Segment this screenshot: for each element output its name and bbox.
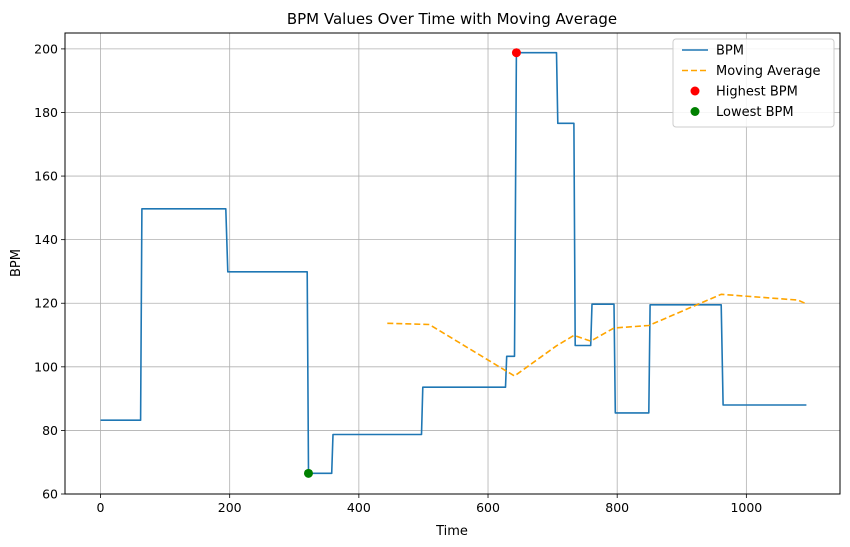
series-line-bpm <box>100 51 807 475</box>
series-group <box>100 51 807 475</box>
x-tick-label: 0 <box>97 500 105 515</box>
marker-highest-bpm <box>511 48 521 58</box>
x-tick-label: 800 <box>605 500 629 515</box>
legend-label: BPM <box>716 44 744 59</box>
y-ticks: 60 80 100 120 140 160 180 200 <box>34 41 65 502</box>
legend-swatch <box>690 107 700 116</box>
y-tick-label: 160 <box>34 169 58 184</box>
x-tick-label: 400 <box>347 500 371 515</box>
legend-swatch <box>690 86 700 96</box>
legend-label: Highest BPM <box>716 85 798 100</box>
y-tick-label: 180 <box>34 105 58 120</box>
y-tick-label: 80 <box>42 423 58 438</box>
plot-frame <box>64 32 841 495</box>
y-tick-label: 60 <box>42 487 58 502</box>
y-axis-label: BPM <box>9 249 24 277</box>
y-tick-label: 140 <box>34 232 58 247</box>
x-tick-label: 600 <box>476 500 500 515</box>
marker-group <box>303 48 521 478</box>
x-ticks: 0 200 400 600 800 1000 <box>97 494 762 515</box>
legend-label: Lowest BPM <box>716 105 794 120</box>
x-tick-label: 1000 <box>730 500 762 515</box>
x-tick-label: 200 <box>218 500 242 515</box>
y-tick-label: 100 <box>34 359 58 374</box>
marker-lowest-bpm <box>303 468 313 478</box>
y-tick-label: 200 <box>34 41 58 56</box>
legend-label: Moving Average <box>716 64 820 79</box>
chart-title: BPM Values Over Time with Moving Average <box>287 10 617 28</box>
series-line-moving-average <box>387 293 807 377</box>
x-axis-label: Time <box>435 524 468 539</box>
legend: BPM Moving Average Highest BPM Lowest BPM <box>672 38 835 128</box>
y-tick-label: 120 <box>34 296 58 311</box>
legend-box <box>672 38 835 128</box>
